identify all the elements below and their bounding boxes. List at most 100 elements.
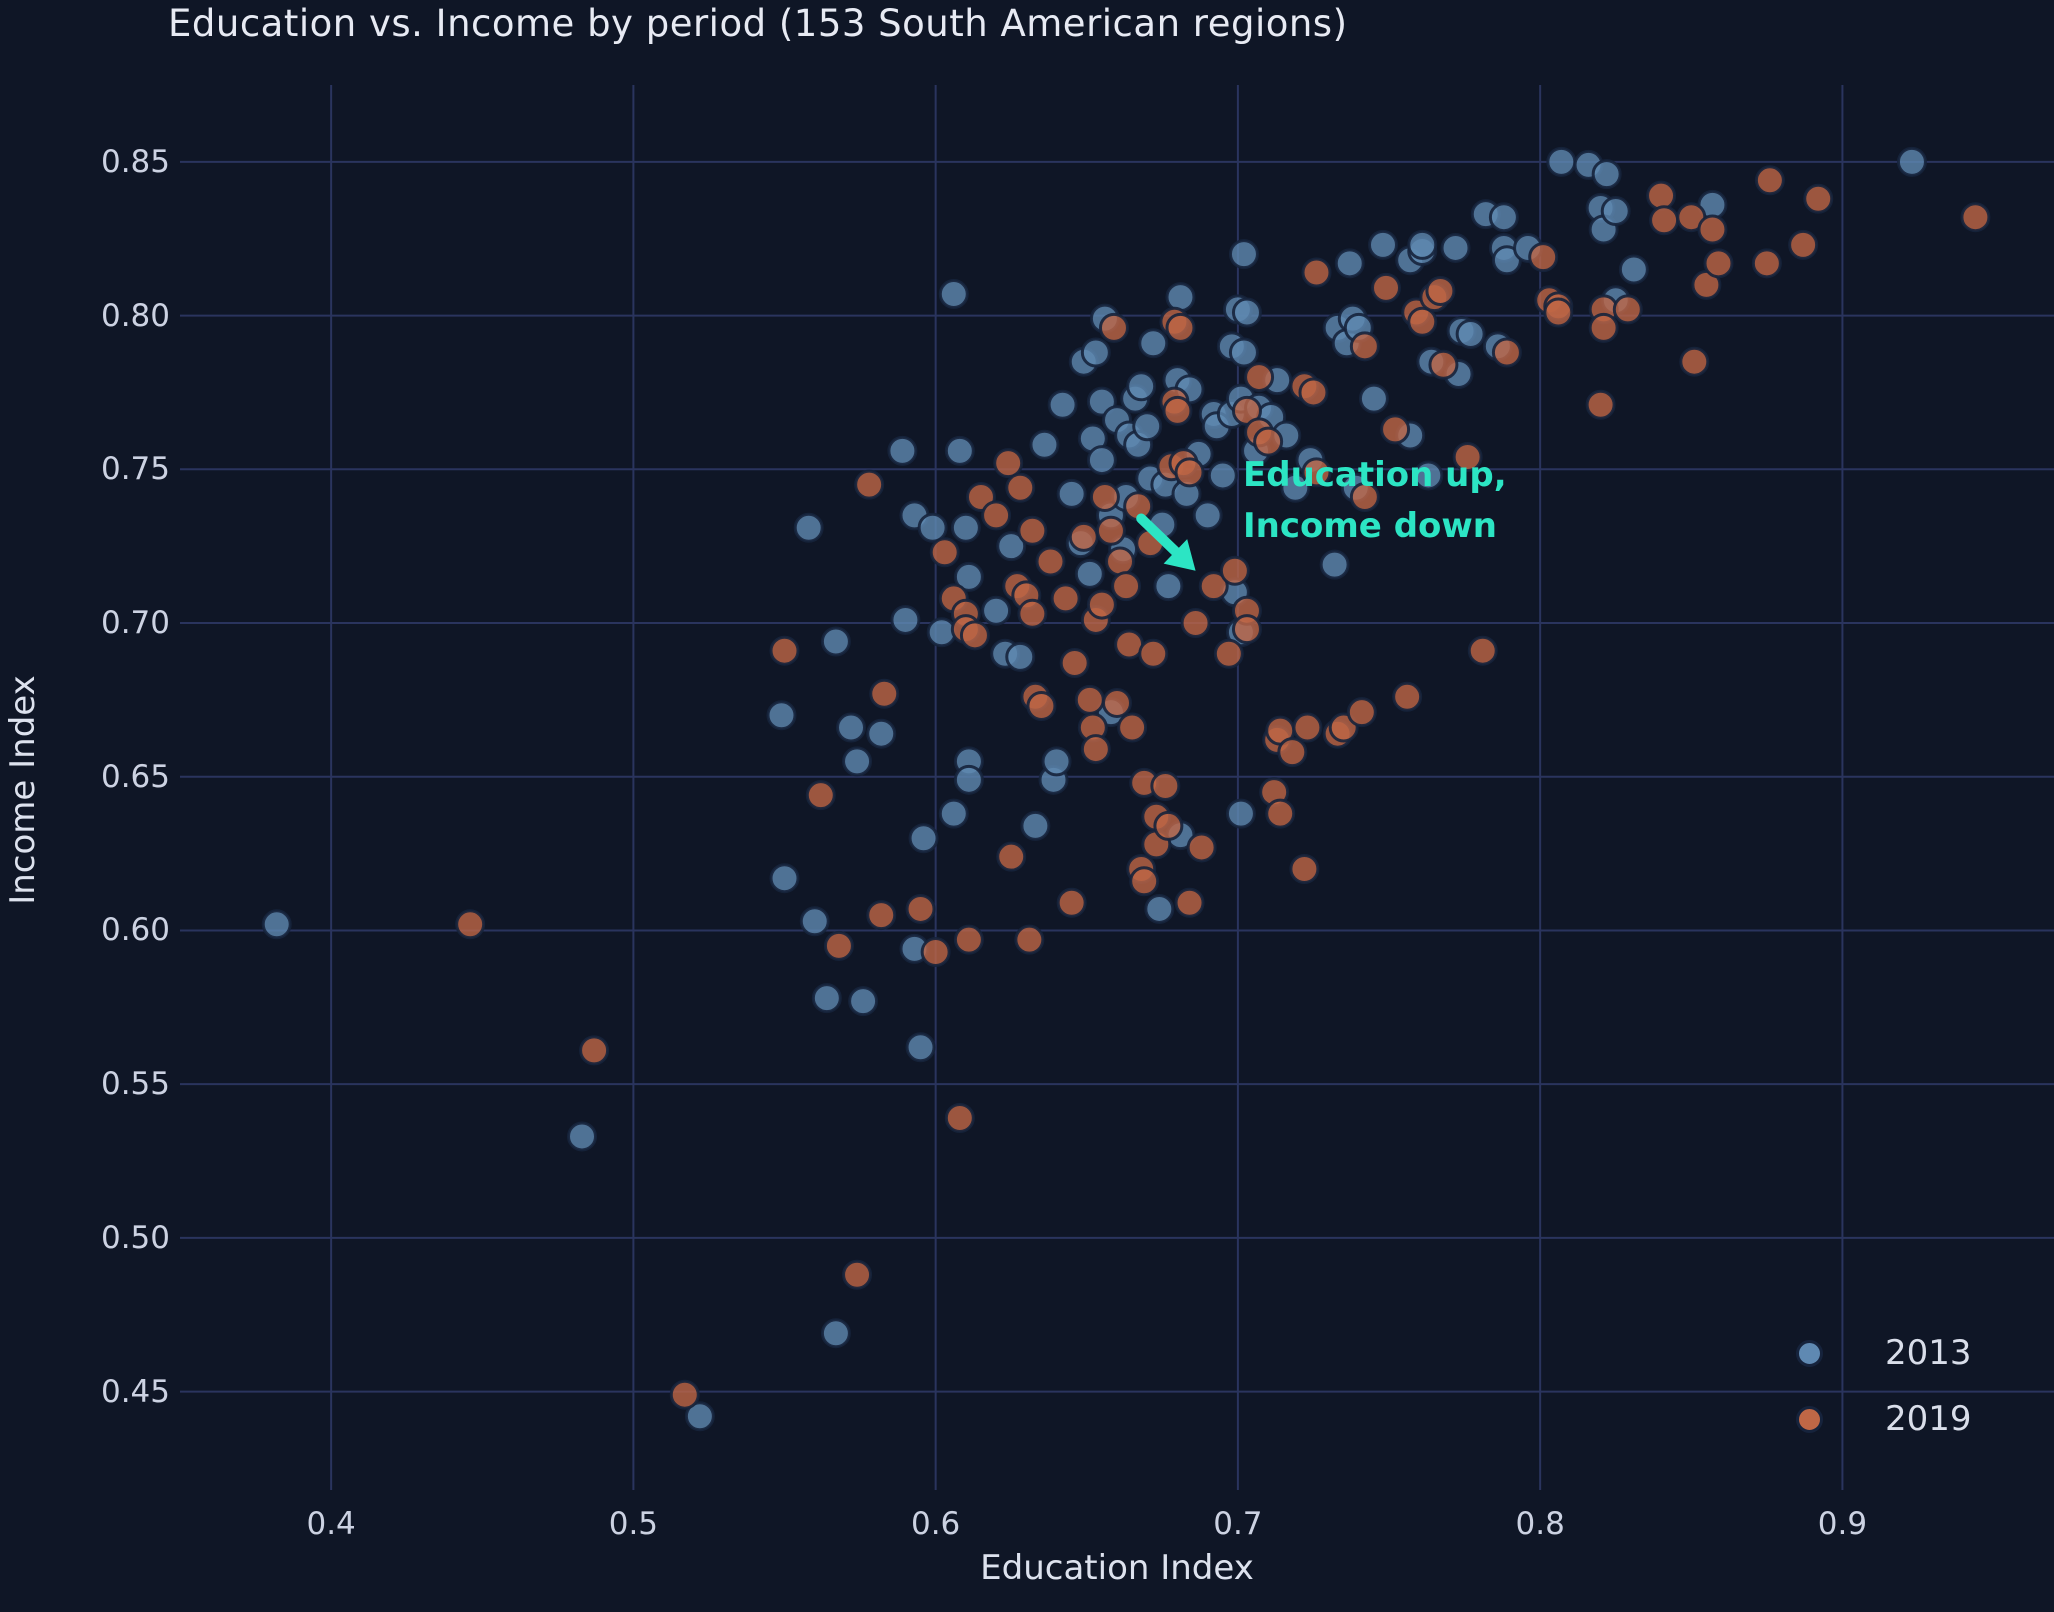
- scatter-point-2019: [929, 537, 960, 568]
- scatter-point-2013: [1413, 460, 1444, 491]
- scatter-point-2013: [1080, 337, 1111, 368]
- scatter-point-2013: [926, 617, 957, 648]
- scatter-point-2019: [993, 448, 1024, 479]
- scatter-point-2013: [1334, 248, 1365, 279]
- scatter-point-2019: [1679, 346, 1710, 377]
- scatter-point-2013: [1319, 549, 1350, 580]
- scatter-point-2019: [1068, 521, 1099, 552]
- scatter-point-2013: [1041, 746, 1072, 777]
- scatter-point-2019: [953, 924, 984, 955]
- scatter-point-2019: [1697, 214, 1728, 245]
- scatter-point-2013: [1056, 478, 1087, 509]
- scatter-point-2019: [1754, 165, 1785, 196]
- scatter-point-2019: [1349, 481, 1380, 512]
- scatter-point-2013: [1488, 202, 1519, 233]
- scatter-point-2013: [1228, 239, 1259, 270]
- scatter-point-2019: [1153, 810, 1184, 841]
- scatter-point-2019: [920, 936, 951, 967]
- x-tick-label: 0.7: [1213, 1506, 1263, 1542]
- scatter-point-2019: [981, 500, 1012, 531]
- scatter-point-2013: [1455, 319, 1486, 350]
- scatter-point-2019: [1646, 180, 1677, 211]
- y-axis-label: Income Index: [3, 675, 43, 905]
- scatter-point-2019: [1095, 515, 1126, 546]
- scatter-point-2019: [1017, 598, 1048, 629]
- x-tick-label: 0.6: [910, 1506, 961, 1542]
- legend-label-2019: 2019: [1885, 1399, 1972, 1439]
- y-tick-label: 0.85: [100, 143, 170, 180]
- scatter-point-2019: [1585, 389, 1616, 420]
- scatter-point-2013: [1005, 641, 1036, 672]
- scatter-point-2019: [959, 620, 990, 651]
- scatter-point-2019: [1428, 349, 1459, 380]
- y-tick-label: 0.75: [100, 451, 170, 488]
- scatter-point-2013: [890, 604, 921, 635]
- scatter-point-2013: [1086, 445, 1117, 476]
- scatter-point-2013: [1074, 558, 1105, 589]
- y-tick-label: 0.45: [100, 1373, 170, 1410]
- y-tick-label: 0.80: [100, 297, 170, 334]
- scatter-point-2019: [1102, 687, 1132, 718]
- scatter-point-2019: [769, 635, 800, 666]
- scatter-point-2013: [908, 823, 939, 854]
- legend-label-2013: 2013: [1885, 1333, 1972, 1373]
- x-tick-label: 0.9: [1817, 1506, 1868, 1542]
- scatter-point-2019: [1086, 589, 1117, 620]
- scatter-point-2019: [1150, 770, 1181, 801]
- scatter-point-2019: [1026, 691, 1057, 722]
- scatter-point-2019: [1129, 866, 1160, 897]
- scatter-point-2019: [1349, 331, 1380, 362]
- scatter-point-2019: [1186, 832, 1217, 863]
- scatter-point-2019: [869, 678, 900, 709]
- scatter-point-2019: [1452, 442, 1483, 473]
- scatter-point-2019: [1074, 684, 1105, 715]
- scatter-point-2019: [905, 893, 936, 924]
- legend-marker-2013-icon: [1796, 1339, 1823, 1367]
- scatter-point-2013: [793, 512, 824, 543]
- scatter-point-2019: [1265, 798, 1296, 829]
- scatter-point-2019: [1174, 457, 1205, 488]
- scatter-point-2019: [1380, 414, 1411, 445]
- scatter-point-2019: [455, 909, 486, 940]
- scatter-point-2013: [836, 712, 867, 743]
- scatter-point-2013: [1192, 500, 1223, 531]
- x-tick-label: 0.5: [608, 1506, 659, 1542]
- scatter-point-2019: [1803, 183, 1834, 214]
- scatter-point-2013: [1207, 460, 1238, 491]
- scatter-point-2019: [1165, 312, 1196, 343]
- scatter-point-2019: [1017, 515, 1048, 546]
- scatter-point-2013: [567, 1121, 598, 1152]
- scatter-point-2019: [1105, 546, 1136, 577]
- scatter-point-2019: [1180, 608, 1211, 639]
- scatter-point-2013: [887, 435, 918, 466]
- scatter-point-2019: [1231, 614, 1262, 645]
- scatter-point-2019: [1298, 377, 1329, 408]
- scatter-point-2013: [1020, 810, 1051, 841]
- scatter-point-2013: [866, 718, 897, 749]
- scatter-point-2019: [1407, 306, 1438, 337]
- scatter-point-2013: [1165, 282, 1196, 313]
- scatter-point-2013: [1029, 429, 1060, 460]
- scatter-point-2013: [1367, 229, 1398, 260]
- scatter-point-2013: [1231, 297, 1262, 328]
- scatter-point-2019: [1346, 697, 1377, 728]
- y-tick-label: 0.55: [100, 1066, 170, 1103]
- annotation-text: Education up, Income down: [1243, 450, 1507, 552]
- scatter-point-2013: [848, 986, 879, 1017]
- chart-title: Education vs. Income by period (153 Sout…: [168, 2, 1348, 45]
- scatter-point-2019: [1213, 638, 1244, 669]
- scatter-point-2013: [996, 531, 1027, 562]
- scatter-point-2019: [1491, 337, 1522, 368]
- scatter-point-2013: [1280, 472, 1311, 503]
- scatter-point-2013: [917, 512, 948, 543]
- scatter-point-2013: [1126, 371, 1157, 402]
- scatter-point-2013: [1546, 146, 1577, 177]
- scatter-point-2013: [1440, 232, 1471, 263]
- scatter-point-2019: [1751, 248, 1782, 279]
- scatter-point-2019: [1174, 887, 1205, 918]
- scatter-point-2013: [842, 746, 873, 777]
- annotation-arrow-shaft: [1136, 513, 1181, 557]
- scatter-point-2019: [1117, 712, 1148, 743]
- scatter-point-2019: [854, 469, 885, 500]
- scatter-point-2019: [996, 841, 1027, 872]
